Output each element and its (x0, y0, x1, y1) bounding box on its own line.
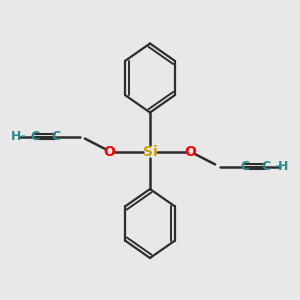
Text: H: H (11, 130, 22, 143)
Text: Si: Si (143, 145, 157, 158)
Text: O: O (184, 145, 196, 158)
Text: O: O (103, 145, 116, 158)
Text: C: C (240, 160, 249, 173)
Text: C: C (30, 130, 39, 143)
Text: H: H (278, 160, 289, 173)
Text: -: - (274, 160, 280, 173)
Text: C: C (261, 160, 270, 173)
Text: C: C (51, 130, 60, 143)
Text: -: - (20, 130, 26, 143)
